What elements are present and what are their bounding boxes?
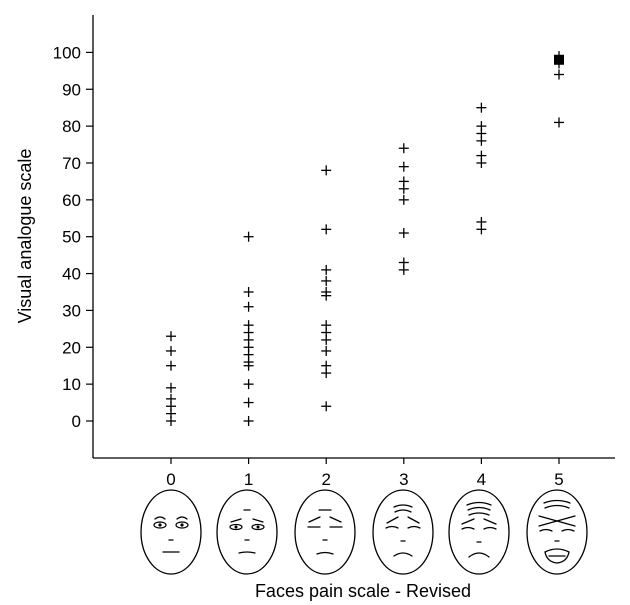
data-point bbox=[243, 397, 254, 408]
x-tick-label: 1 bbox=[244, 470, 253, 489]
y-tick-label: 20 bbox=[62, 338, 81, 357]
data-point bbox=[398, 143, 409, 154]
data-point bbox=[476, 135, 487, 146]
y-tick-label: 30 bbox=[62, 301, 81, 320]
data-points bbox=[166, 51, 564, 426]
y-tick-label: 60 bbox=[62, 191, 81, 210]
y-tick-label: 70 bbox=[62, 154, 81, 173]
data-point bbox=[321, 290, 332, 301]
data-point bbox=[243, 231, 254, 242]
face-3-icon bbox=[372, 489, 434, 575]
face-1-icon bbox=[216, 489, 278, 575]
face-0-icon bbox=[140, 489, 202, 575]
face-4-icon bbox=[448, 489, 510, 575]
data-point bbox=[166, 416, 176, 426]
data-point bbox=[398, 264, 409, 275]
data-point bbox=[321, 275, 332, 286]
data-point bbox=[554, 117, 564, 128]
data-point bbox=[476, 102, 487, 113]
data-point bbox=[476, 157, 487, 168]
data-point bbox=[321, 345, 332, 356]
data-point bbox=[554, 69, 564, 80]
x-axis-label: Faces pain scale - Revised bbox=[255, 581, 471, 601]
y-axis-label: Visual analogue scale bbox=[15, 149, 35, 324]
data-point bbox=[476, 224, 487, 235]
y-ticks: 0 10 20 30 40 50 60 70 80 90 100 bbox=[53, 43, 93, 431]
data-point bbox=[166, 331, 176, 342]
data-point bbox=[398, 228, 409, 239]
x-tick-label: 3 bbox=[399, 470, 408, 489]
data-point bbox=[321, 368, 332, 379]
highlight-point bbox=[554, 54, 564, 65]
x-tick-label: 2 bbox=[321, 470, 330, 489]
face-2-icon bbox=[294, 489, 356, 575]
data-point bbox=[243, 286, 254, 297]
x-tick-label: 4 bbox=[477, 470, 486, 489]
y-tick-label: 100 bbox=[53, 43, 81, 62]
y-tick-label: 0 bbox=[72, 412, 81, 431]
data-point bbox=[166, 382, 176, 393]
data-point bbox=[321, 401, 332, 412]
data-point bbox=[243, 379, 254, 390]
data-point bbox=[321, 165, 332, 176]
y-tick-label: 40 bbox=[62, 265, 81, 284]
data-point bbox=[166, 360, 176, 371]
data-point bbox=[398, 194, 409, 205]
y-tick-label: 10 bbox=[62, 375, 81, 394]
data-point bbox=[321, 334, 332, 345]
data-point bbox=[321, 264, 332, 275]
data-point bbox=[321, 224, 332, 235]
y-tick-label: 80 bbox=[62, 117, 81, 136]
data-point bbox=[398, 183, 409, 194]
y-tick-label: 90 bbox=[62, 80, 81, 99]
face-5-icon bbox=[526, 489, 588, 575]
y-tick-label: 50 bbox=[62, 228, 81, 247]
x-tick-label: 5 bbox=[554, 470, 563, 489]
data-point bbox=[166, 345, 176, 356]
data-point bbox=[243, 360, 254, 371]
data-point bbox=[398, 161, 409, 172]
data-point bbox=[243, 416, 254, 426]
x-tick-label: 0 bbox=[166, 470, 175, 489]
x-ticks: 0 1 2 3 4 5 bbox=[166, 458, 564, 489]
data-point bbox=[243, 301, 254, 312]
